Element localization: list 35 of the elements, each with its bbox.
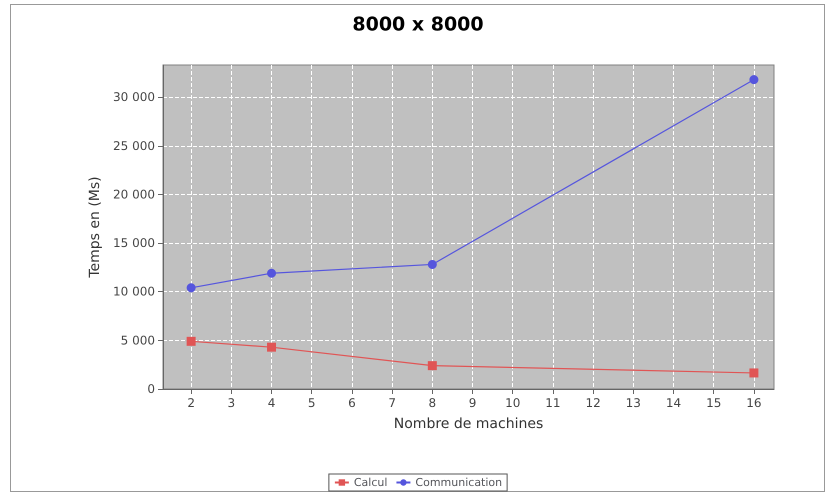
x-tick-label: 7 [388,396,396,410]
y-tick-label: 10 000 [113,284,155,299]
chart-title: 8000 x 8000 [352,14,484,36]
x-tick-label: 3 [228,396,236,410]
legend-label: Calcul [354,476,388,489]
x-tick-label: 13 [626,396,641,410]
x-tick-label: 11 [545,396,561,410]
point [186,283,196,292]
y-tick-label: 25 000 [113,138,155,153]
y-tick-label: 30 000 [113,90,155,104]
point [267,268,276,278]
x-tick-label: 6 [348,396,356,410]
x-axis-title: Nombre de machines [394,416,544,432]
point [267,342,276,352]
x-tick-label: 16 [746,396,762,410]
x-tick-label: 12 [585,396,601,410]
x-tick-label: 8 [428,396,436,410]
y-tick-label: 15 000 [113,236,155,250]
x-tick-label: 14 [666,396,682,410]
y-axis-title: Temps en (Ms) [87,176,104,279]
point [428,260,437,269]
y-tick-label: 0 [147,382,155,396]
x-tick-label: 2 [187,396,195,410]
x-tick-label: 4 [268,396,276,410]
x-tick-label: 15 [706,396,722,410]
point [749,368,758,378]
point [186,336,196,346]
x-tick-label: 5 [308,396,316,410]
x-tick-label: 9 [468,396,476,410]
legend-label: Communication [415,476,502,489]
y-tick-label: 5 000 [120,333,155,348]
y-tick-label: 20 000 [113,187,155,202]
point [749,75,758,84]
x-tick-label: 10 [505,396,520,410]
point [428,361,437,370]
